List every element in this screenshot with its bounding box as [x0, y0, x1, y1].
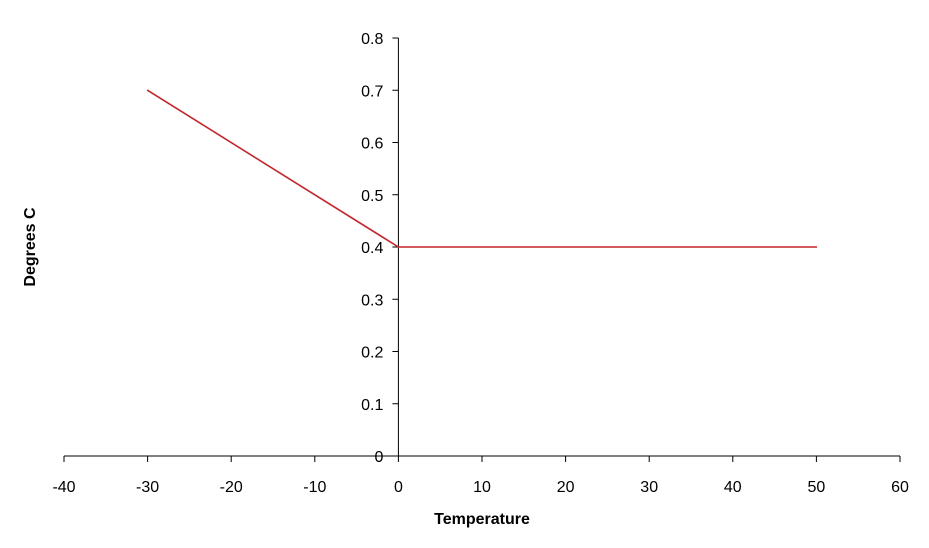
series	[146, 89, 818, 248]
x-axis-title: Temperature	[434, 511, 530, 528]
y-tick-label: 0.2	[361, 345, 383, 362]
data-point	[815, 246, 818, 248]
x-tick-label: 50	[808, 479, 826, 496]
x-tick-label: 30	[640, 479, 658, 496]
y-tick-label: 0.7	[361, 83, 383, 100]
y-tick-label: 0.8	[361, 31, 383, 48]
y-tick-label: 0.5	[361, 188, 383, 205]
tick-marks	[63, 37, 901, 462]
y-tick-label: 0.1	[361, 397, 383, 414]
data-point	[146, 89, 149, 92]
y-tick-label: 0	[374, 449, 383, 466]
x-tick-label: 60	[891, 479, 909, 496]
y-axis-title: Degrees C	[22, 207, 39, 287]
series-line	[147, 89, 817, 248]
tick-labels: -40 -30 -20 -10 0 10 20 30 40 50 60 0 0.1 0.2 0.3 0.4 0.…	[52, 31, 909, 496]
x-tick-label: -10	[303, 479, 326, 496]
x-tick-label: 40	[724, 479, 742, 496]
x-tick-label: -40	[52, 479, 75, 496]
x-tick-label: -30	[136, 479, 159, 496]
x-tick-label: 10	[473, 479, 491, 496]
x-tick-label: 20	[557, 479, 575, 496]
data-point	[397, 246, 400, 248]
x-tick-label: -20	[220, 479, 243, 496]
x-tick-label: 0	[394, 479, 403, 496]
y-tick-label: 0.4	[361, 240, 383, 257]
y-tick-label: 0.6	[361, 136, 383, 153]
y-tick-label: 0.3	[361, 292, 383, 309]
